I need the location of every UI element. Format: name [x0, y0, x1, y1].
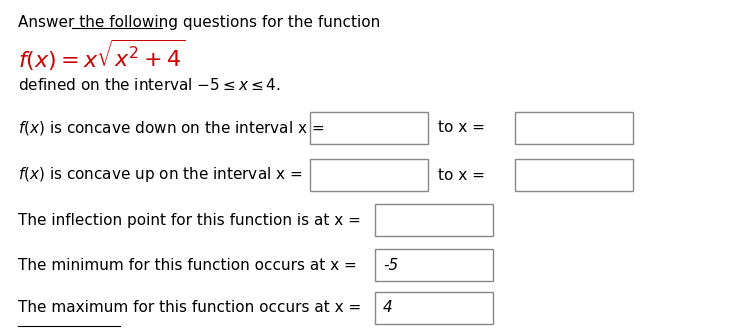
FancyBboxPatch shape: [515, 159, 633, 191]
Text: $f(x) = x\sqrt{x^2+4}$: $f(x) = x\sqrt{x^2+4}$: [18, 37, 185, 73]
FancyBboxPatch shape: [375, 292, 493, 324]
Text: $f(x)$ is concave up on the interval x =: $f(x)$ is concave up on the interval x =: [18, 166, 304, 184]
Text: -5: -5: [383, 257, 398, 273]
FancyBboxPatch shape: [515, 112, 633, 144]
FancyBboxPatch shape: [375, 249, 493, 281]
FancyBboxPatch shape: [310, 112, 428, 144]
Text: defined on the interval $-5 \leq x \leq 4$.: defined on the interval $-5 \leq x \leq …: [18, 77, 281, 93]
Text: 4: 4: [383, 301, 393, 315]
Text: The maximum for this function occurs at x =: The maximum for this function occurs at …: [18, 301, 366, 315]
Text: The inflection point for this function is at x =: The inflection point for this function i…: [18, 213, 366, 227]
Text: to x =: to x =: [438, 168, 489, 182]
FancyBboxPatch shape: [375, 204, 493, 236]
Text: Answer the following questions for the function: Answer the following questions for the f…: [18, 15, 380, 29]
Text: $f(x)$ is concave down on the interval x =: $f(x)$ is concave down on the interval x…: [18, 119, 326, 137]
Text: to x =: to x =: [438, 120, 489, 136]
Text: The minimum for this function occurs at x =: The minimum for this function occurs at …: [18, 257, 361, 273]
FancyBboxPatch shape: [310, 159, 428, 191]
